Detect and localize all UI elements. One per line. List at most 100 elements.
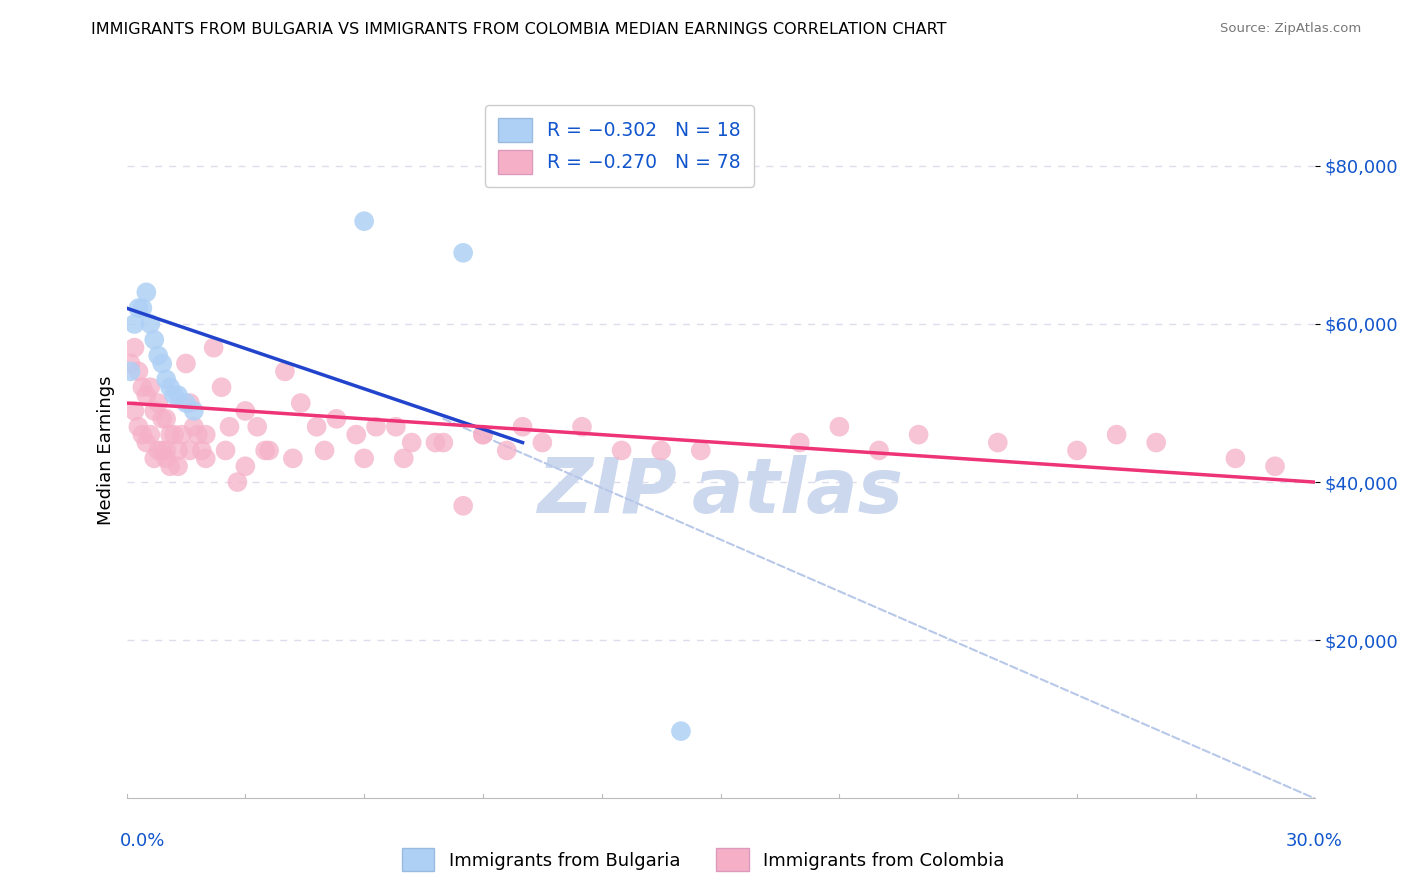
Text: 0.0%: 0.0% [120, 832, 165, 850]
Point [246, 419, 269, 434]
Point [187, 427, 209, 442]
Point [512, 419, 534, 434]
Point [131, 380, 153, 394]
Point [385, 419, 408, 434]
Point [868, 443, 890, 458]
Point [150, 412, 173, 426]
Point [233, 459, 257, 474]
Point [174, 396, 197, 410]
Point [155, 412, 177, 426]
Point [148, 396, 170, 410]
Point [124, 317, 146, 331]
Point [143, 333, 166, 347]
Point [159, 459, 181, 474]
Text: ZIP atlas: ZIP atlas [537, 455, 904, 529]
Point [143, 451, 166, 466]
Point [148, 349, 170, 363]
Point [150, 443, 173, 458]
Point [1105, 427, 1128, 442]
Point [135, 435, 157, 450]
Y-axis label: Median Earnings: Median Earnings [97, 376, 115, 525]
Point [432, 435, 454, 450]
Point [907, 427, 929, 442]
Point [214, 443, 236, 458]
Point [163, 388, 186, 402]
Legend: R = −0.302   N = 18, R = −0.270   N = 78: R = −0.302 N = 18, R = −0.270 N = 78 [485, 105, 754, 187]
Point [305, 419, 328, 434]
Point [451, 245, 474, 260]
Point [148, 443, 170, 458]
Point [211, 380, 233, 394]
Point [789, 435, 811, 450]
Point [472, 427, 495, 442]
Point [135, 388, 157, 402]
Point [183, 404, 205, 418]
Point [325, 412, 347, 426]
Point [139, 427, 162, 442]
Point [120, 364, 142, 378]
Point [218, 419, 240, 434]
Point [127, 364, 149, 378]
Point [127, 419, 149, 434]
Point [163, 427, 186, 442]
Point [531, 435, 554, 450]
Point [167, 388, 190, 402]
Point [828, 419, 851, 434]
Text: IMMIGRANTS FROM BULGARIA VS IMMIGRANTS FROM COLOMBIA MEDIAN EARNINGS CORRELATION: IMMIGRANTS FROM BULGARIA VS IMMIGRANTS F… [91, 22, 946, 37]
Point [124, 341, 146, 355]
Point [1225, 451, 1247, 466]
Point [155, 443, 177, 458]
Point [392, 451, 415, 466]
Text: 30.0%: 30.0% [1286, 832, 1343, 850]
Point [179, 396, 201, 410]
Legend: Immigrants from Bulgaria, Immigrants from Colombia: Immigrants from Bulgaria, Immigrants fro… [394, 841, 1012, 879]
Point [143, 404, 166, 418]
Point [274, 364, 297, 378]
Point [167, 459, 190, 474]
Point [669, 724, 692, 739]
Point [281, 451, 304, 466]
Point [314, 443, 336, 458]
Point [610, 443, 633, 458]
Point [155, 451, 177, 466]
Point [183, 419, 205, 434]
Point [353, 214, 375, 228]
Point [179, 443, 201, 458]
Point [254, 443, 277, 458]
Point [170, 427, 193, 442]
Point [425, 435, 447, 450]
Point [191, 443, 214, 458]
Point [571, 419, 593, 434]
Point [120, 357, 142, 371]
Point [987, 435, 1010, 450]
Point [1066, 443, 1088, 458]
Point [1144, 435, 1167, 450]
Point [139, 380, 162, 394]
Point [344, 427, 367, 442]
Point [150, 357, 173, 371]
Point [135, 285, 157, 300]
Point [472, 427, 495, 442]
Point [174, 357, 197, 371]
Point [139, 317, 162, 331]
Point [194, 451, 217, 466]
Point [689, 443, 711, 458]
Point [159, 427, 181, 442]
Point [155, 372, 177, 386]
Point [650, 443, 672, 458]
Point [127, 301, 149, 315]
Point [194, 427, 217, 442]
Point [167, 443, 190, 458]
Point [202, 341, 225, 355]
Point [131, 301, 153, 315]
Point [1264, 459, 1286, 474]
Text: Source: ZipAtlas.com: Source: ZipAtlas.com [1220, 22, 1361, 36]
Point [257, 443, 280, 458]
Point [451, 499, 474, 513]
Point [226, 475, 249, 489]
Point [159, 380, 181, 394]
Point [131, 427, 153, 442]
Point [401, 435, 423, 450]
Point [124, 404, 146, 418]
Point [364, 419, 387, 434]
